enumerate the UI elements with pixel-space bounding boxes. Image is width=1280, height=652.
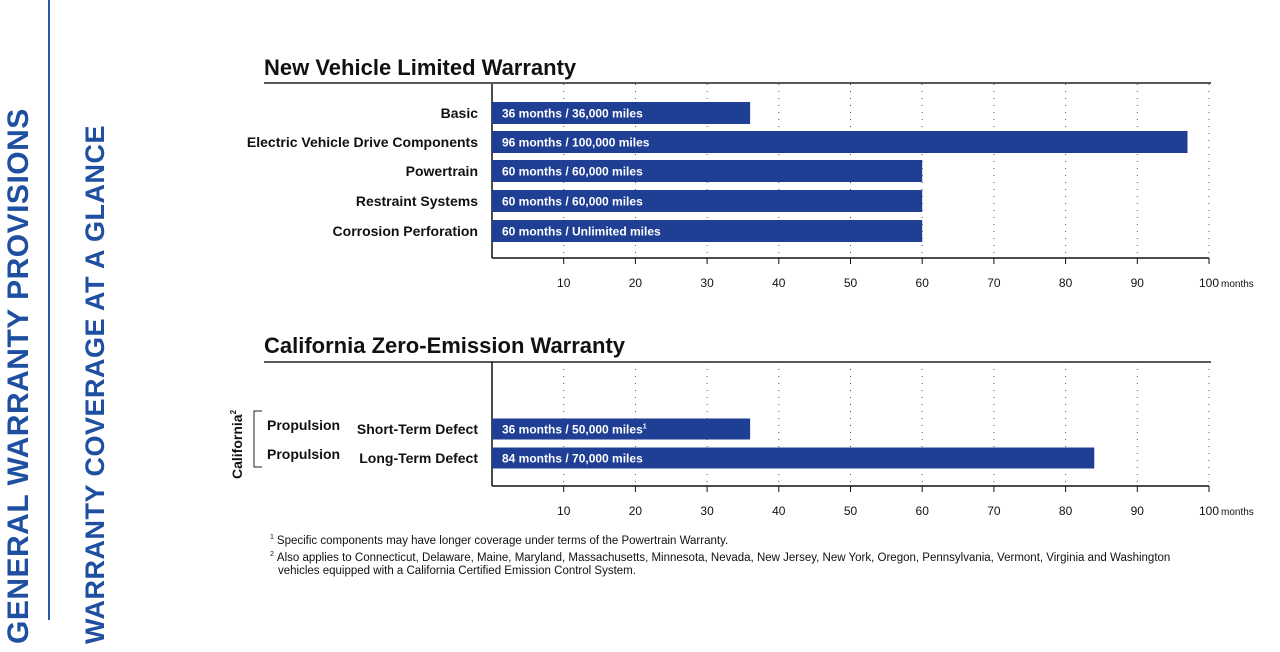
footnote-mark: 1 xyxy=(270,534,274,541)
category-label: Basic xyxy=(441,105,479,121)
bar-label: 60 months / 60,000 miles xyxy=(502,195,643,209)
x-tick-label: 70 xyxy=(987,504,1001,518)
x-tick-label: 80 xyxy=(1059,504,1073,518)
bar-label: 36 months / 36,000 miles xyxy=(502,107,643,121)
x-tick-label: 60 xyxy=(916,276,930,290)
x-tick-label: 40 xyxy=(772,276,786,290)
footnote-1: 1 Specific components may have longer cov… xyxy=(270,531,728,548)
bar-label: 36 months / 50,000 miles1 xyxy=(502,423,647,437)
bar-label: 84 months / 70,000 miles xyxy=(502,452,643,466)
footnote-text: vehicles equipped with a California Cert… xyxy=(278,564,636,577)
section-divider xyxy=(48,0,50,620)
bar-label: 60 months / 60,000 miles xyxy=(502,165,643,179)
footnote-2: 2 Also applies to Connecticut, Delaware, … xyxy=(270,548,1170,578)
bar-label: 60 months / Unlimited miles xyxy=(502,225,661,239)
category-prefix: Propulsion xyxy=(267,446,340,462)
category-label: Electric Vehicle Drive Components xyxy=(247,134,478,150)
group-bracket xyxy=(253,410,262,468)
chart-title: California Zero-Emission Warranty xyxy=(264,333,626,358)
footnote-mark: 2 xyxy=(270,551,274,558)
x-tick-label: 10 xyxy=(557,276,571,290)
x-tick-label: 100 xyxy=(1199,276,1219,290)
group-label: California2 xyxy=(229,409,245,479)
x-axis-unit: months xyxy=(1221,507,1254,518)
x-tick-label: 90 xyxy=(1131,504,1145,518)
category-prefix: Propulsion xyxy=(267,417,340,433)
x-tick-label: 80 xyxy=(1059,276,1073,290)
group-label-footnote-mark: 2 xyxy=(229,409,238,414)
bar xyxy=(492,102,751,124)
x-tick-label: 30 xyxy=(700,504,714,518)
category-label: Short-Term Defect xyxy=(357,421,478,437)
x-tick-label: 70 xyxy=(987,276,1001,290)
category-label: Long-Term Defect xyxy=(359,450,478,466)
x-tick-label: 60 xyxy=(916,504,930,518)
x-tick-label: 30 xyxy=(700,276,714,290)
bar xyxy=(492,160,923,182)
footnote-text: Specific components may have longer cove… xyxy=(276,534,729,547)
bar xyxy=(492,190,923,212)
x-axis-unit: months xyxy=(1221,279,1254,290)
bar xyxy=(492,131,1188,153)
x-tick-label: 20 xyxy=(629,276,643,290)
bar-label-footnote-mark: 1 xyxy=(643,424,647,431)
footnote-text: Also applies to Connecticut, Delaware, M… xyxy=(276,551,1171,564)
bar xyxy=(492,220,923,242)
x-tick-label: 50 xyxy=(844,504,858,518)
x-tick-label: 10 xyxy=(557,504,571,518)
x-tick-label: 90 xyxy=(1131,276,1145,290)
x-tick-label: 50 xyxy=(844,276,858,290)
x-tick-label: 20 xyxy=(629,504,643,518)
bar-label: 96 months / 100,000 miles xyxy=(502,136,650,150)
bar xyxy=(492,418,751,440)
category-label: Restraint Systems xyxy=(356,193,478,209)
x-tick-label: 40 xyxy=(772,504,786,518)
category-label: Powertrain xyxy=(406,163,478,179)
bar xyxy=(492,447,1095,469)
x-tick-label: 100 xyxy=(1199,504,1219,518)
chart-title: New Vehicle Limited Warranty xyxy=(264,55,577,80)
category-label: Corrosion Perforation xyxy=(333,223,478,239)
